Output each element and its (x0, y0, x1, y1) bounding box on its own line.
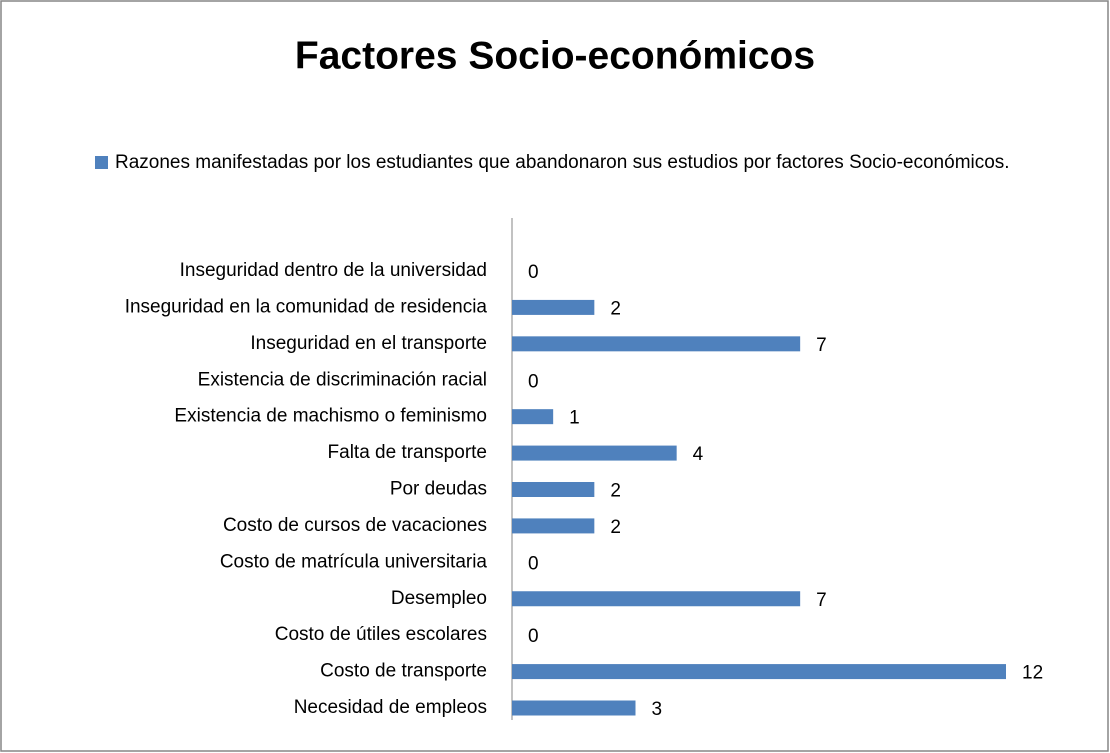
data-label: 0 (528, 371, 539, 392)
y-tick-label: Existencia de discriminación racial (198, 369, 487, 390)
bar (512, 336, 801, 352)
bar (512, 664, 1006, 680)
bar (512, 482, 595, 497)
bar (512, 518, 595, 534)
data-label: 4 (693, 444, 704, 465)
data-label: 2 (610, 481, 621, 502)
y-tick-label: Existencia de machismo o feminismo (174, 406, 487, 427)
y-tick-label: Inseguridad dentro de la universidad (180, 260, 487, 281)
data-label: 2 (610, 517, 621, 538)
data-label: 0 (528, 553, 539, 574)
data-label: 7 (816, 335, 827, 356)
y-tick-label: Costo de transporte (320, 661, 487, 682)
chart-title: Factores Socio-económicos (295, 34, 815, 77)
y-tick-label: Inseguridad en el transporte (250, 333, 487, 354)
bar (512, 409, 554, 425)
legend-label: Razones manifestadas por los estudiantes… (115, 152, 1010, 173)
legend: Razones manifestadas por los estudiantes… (95, 147, 1070, 178)
data-label: 0 (528, 262, 539, 283)
y-tick-label: Falta de transporte (328, 442, 487, 463)
legend-swatch (95, 156, 108, 169)
bar (512, 445, 677, 461)
data-label: 3 (652, 699, 663, 720)
y-tick-label: Inseguridad en la comunidad de residenci… (125, 296, 488, 317)
y-tick-label: Costo de útiles escolares (275, 624, 487, 645)
data-label: 7 (816, 590, 827, 611)
bar (512, 591, 801, 607)
data-label: 0 (528, 626, 539, 647)
bar (512, 700, 636, 716)
y-tick-label: Costo de matrícula universitaria (220, 551, 488, 572)
y-tick-label: Necesidad de empleos (294, 697, 487, 718)
y-tick-label: Costo de cursos de vacaciones (223, 515, 487, 536)
data-label: 1 (569, 408, 580, 429)
y-tick-label: Desempleo (391, 588, 487, 609)
bar (512, 299, 595, 315)
y-tick-label: Por deudas (390, 479, 487, 500)
data-label: 2 (610, 298, 621, 319)
data-label: 12 (1022, 663, 1043, 684)
